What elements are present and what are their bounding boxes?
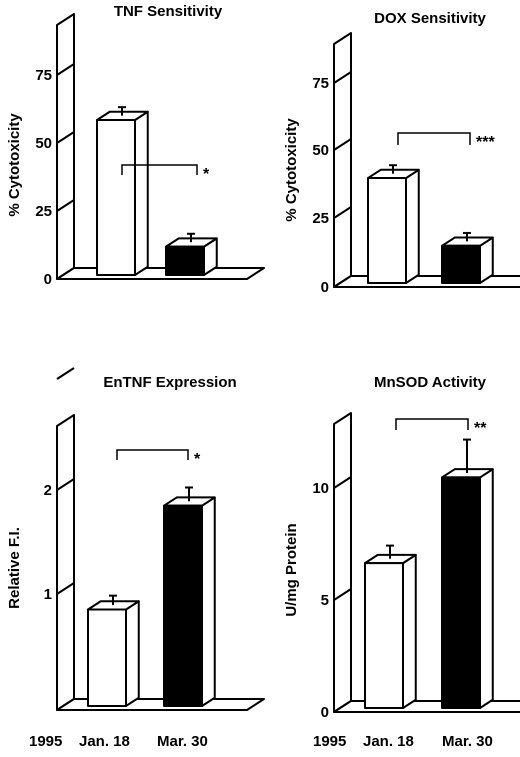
bar-side [125,600,140,707]
y-tick-label: 25 [35,203,52,220]
y-tick-mark [333,71,352,84]
chart-4: MnSOD Activity U/mg Protein 0 5 10 ** [283,374,520,721]
y-tick-mark [56,478,75,491]
bar-front [163,504,203,707]
chart-title: TNF Sensitivity [114,3,223,20]
significance-bracket [116,449,189,460]
chart-3: EnTNF Expression Relative F.I. 1 2 * [6,367,265,711]
y-axis-wall [333,32,352,288]
y-tick-label: 0 [321,704,329,721]
y-tick-mark [333,588,352,601]
y-tick-label: 5 [321,592,329,609]
y-tick-label: 0 [321,279,329,296]
y-tick-mark [333,138,352,151]
chart-2: DOX Sensitivity % Cytotoxicity 0 25 50 75 *** [283,10,520,296]
bar-front [367,177,407,284]
x-label-year-right: 1995 [313,733,347,750]
bar-front [87,608,127,707]
significance-bracket [397,132,471,145]
y-tick-label: 50 [312,142,329,159]
y-tick-mark [56,63,75,76]
y-tick-mark [333,206,352,219]
y-tick-mark [56,199,75,212]
x-label-jan-left: Jan. 18 [79,733,130,750]
significance-bracket [121,164,198,175]
bar-mar-30 [441,231,494,284]
bar-jan-18 [367,164,420,284]
y-tick-label: 75 [35,67,52,84]
y-tick-mark [56,367,75,380]
bar-jan-18 [364,544,417,709]
bar-front [96,119,136,276]
significance-bracket [395,418,469,430]
y-tick-label: 75 [312,75,329,92]
x-label-mar-left: Mar. 30 [157,733,208,750]
significance-marker: ** [474,420,487,437]
y-tick-label: 25 [312,210,329,227]
chart-title: MnSOD Activity [374,374,487,391]
bar-side [405,168,420,284]
significance-marker: * [203,166,210,183]
bar-side [134,110,149,276]
bar-side [479,468,494,709]
bar-jan-18 [87,594,140,707]
bar-front [364,562,404,709]
chart-floor [333,275,520,288]
y-tick-label: 2 [44,482,52,499]
bar-mar-30 [441,438,494,709]
bar-front [441,476,481,709]
bar-front [441,244,481,284]
y-tick-label: 50 [35,135,52,152]
bar-mar-30 [163,486,216,707]
chart-title: EnTNF Expression [103,374,236,391]
y-axis-label: % Cytotoxicity [283,118,300,222]
y-axis-label: Relative F.I. [6,527,23,609]
y-axis-wall [56,13,75,280]
y-axis-label: U/mg Protein [283,523,300,616]
y-tick-mark [333,476,352,489]
chart-title: DOX Sensitivity [374,10,486,27]
y-axis-wall [56,414,75,711]
x-label-mar-right: Mar. 30 [442,733,493,750]
chart-floor [333,700,520,713]
significance-marker: * [194,451,201,468]
significance-marker: *** [476,134,495,151]
x-label-jan-right: Jan. 18 [363,733,414,750]
bar-jan-18 [96,106,149,276]
y-tick-label: 1 [44,586,52,603]
bar-front [165,245,205,276]
bar-mar-30 [165,232,218,276]
y-tick-label: 0 [44,271,52,288]
y-tick-label: 10 [312,480,329,497]
x-label-year-left: 1995 [29,733,63,750]
chart-floor [56,267,265,280]
y-axis-label: % Cytotoxicity [6,113,23,217]
bar-side [402,553,417,709]
bar-side [201,496,216,707]
y-tick-mark [56,582,75,595]
y-axis-wall [333,412,352,713]
chart-1: TNF Sensitivity % Cytotoxicity 0 25 50 75 * [6,3,265,288]
y-tick-mark [56,131,75,144]
